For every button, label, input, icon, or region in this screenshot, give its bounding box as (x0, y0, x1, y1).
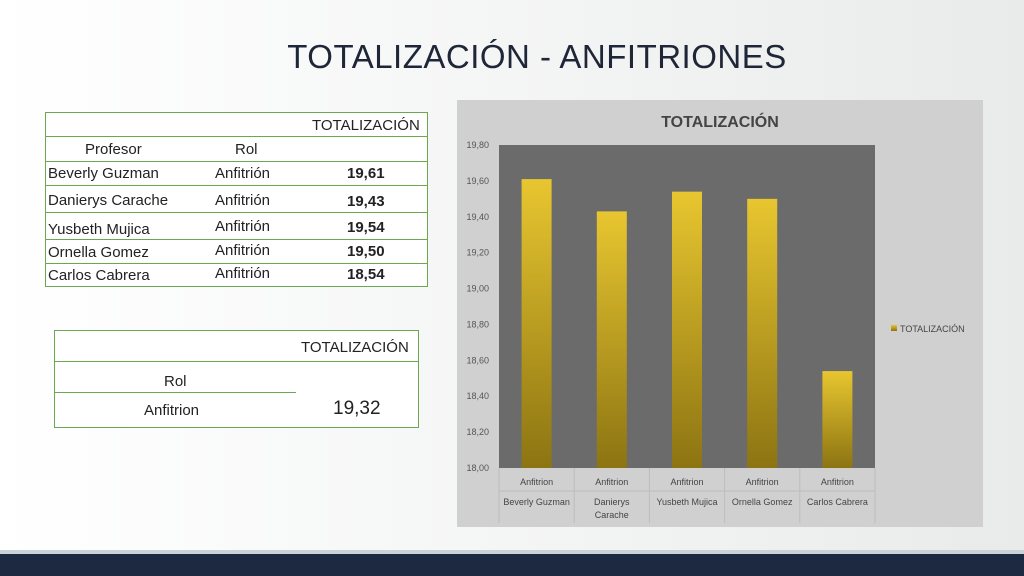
bar (747, 198, 778, 468)
row-role: Anfitrión (215, 218, 271, 235)
x-tick-label: Beverly Guzman (503, 497, 570, 507)
y-axis: 18,00 18,20 18,40 18,60 18,80 19,00 19,20 19,40… (466, 140, 489, 473)
bars (521, 179, 853, 468)
chart-panel: TOTALIZACIÓN 18,00 18,20 18,40 18,60 18,80 19… (457, 100, 983, 527)
y-tick-label: 18,00 (466, 463, 489, 473)
y-tick-label: 18,60 (466, 355, 489, 365)
row-role: Anfitrión (215, 242, 271, 259)
row-name: Carlos Cabrera (48, 267, 150, 284)
x-tick-label: Ornella Gomez (732, 497, 793, 507)
x-tick-label: Yusbeth Mujica (656, 497, 717, 507)
row-value: 19,54 (347, 219, 385, 236)
legend: TOTALIZACIÓN (891, 324, 965, 334)
bar-chart: TOTALIZACIÓN 18,00 18,20 18,40 18,60 18,80 19… (466, 112, 965, 523)
bar (521, 179, 552, 468)
x-tick-label: Anfitrion (595, 477, 628, 487)
legend-label: TOTALIZACIÓN (900, 324, 965, 334)
row-value: 18,54 (347, 266, 385, 283)
y-tick-label: 19,20 (466, 248, 489, 258)
footer-bar (0, 554, 1024, 576)
footer-divider (0, 550, 1024, 554)
x-tick-label: Carlos Cabrera (807, 497, 868, 507)
summary-rol-value: Anfitrion (144, 402, 200, 419)
y-tick-label: 19,00 (466, 284, 489, 294)
column-header-profesor: Profesor (85, 141, 142, 158)
x-tick-label: Anfitrion (670, 477, 703, 487)
y-tick-label: 18,20 (466, 427, 489, 437)
x-tick-label: Anfitrion (520, 477, 553, 487)
row-role: Anfitrión (215, 265, 271, 282)
row-role: Anfitrión (215, 165, 271, 182)
y-tick-label: 18,80 (466, 319, 489, 329)
x-tick-label: Anfitrion (746, 477, 779, 487)
row-name: Yusbeth Mujica (48, 221, 150, 238)
legend-swatch (891, 325, 897, 331)
y-tick-label: 19,80 (466, 140, 489, 150)
row-name: Beverly Guzman (48, 165, 159, 182)
results-table: TOTALIZACIÓN Profesor Rol Beverly Guzman… (45, 112, 428, 287)
row-value: 19,50 (347, 243, 385, 260)
row-name: Danierys Carache (48, 192, 169, 209)
x-tick-label: Anfitrion (821, 477, 854, 487)
y-tick-label: 18,40 (466, 391, 489, 401)
bar (596, 211, 627, 468)
summary-table: TOTALIZACIÓN Rol Anfitrion 19,32 (54, 330, 419, 428)
x-axis: Anfitrion Beverly Guzman Anfitrion Danierys… (498, 468, 876, 523)
row-role: Anfitrión (215, 192, 271, 209)
y-tick-label: 19,60 (466, 176, 489, 186)
row-value: 19,43 (347, 193, 385, 210)
slide-title: TOTALIZACIÓN - ANFITRIONES (287, 38, 787, 75)
bar (822, 371, 853, 468)
table-header-totalizacion: TOTALIZACIÓN (312, 117, 420, 134)
summary-total-value: 19,32 (333, 398, 381, 419)
summary-header: TOTALIZACIÓN (301, 339, 409, 356)
row-name: Ornella Gomez (48, 244, 149, 261)
y-tick-label: 19,40 (466, 212, 489, 222)
x-tick-label: Danierys (594, 497, 630, 507)
row-value: 19,61 (347, 165, 385, 182)
column-header-rol: Rol (235, 141, 258, 158)
summary-rol-label: Rol (164, 373, 187, 390)
x-tick-label: Carache (595, 510, 629, 520)
bar (672, 191, 702, 468)
chart-title: TOTALIZACIÓN (661, 112, 779, 131)
